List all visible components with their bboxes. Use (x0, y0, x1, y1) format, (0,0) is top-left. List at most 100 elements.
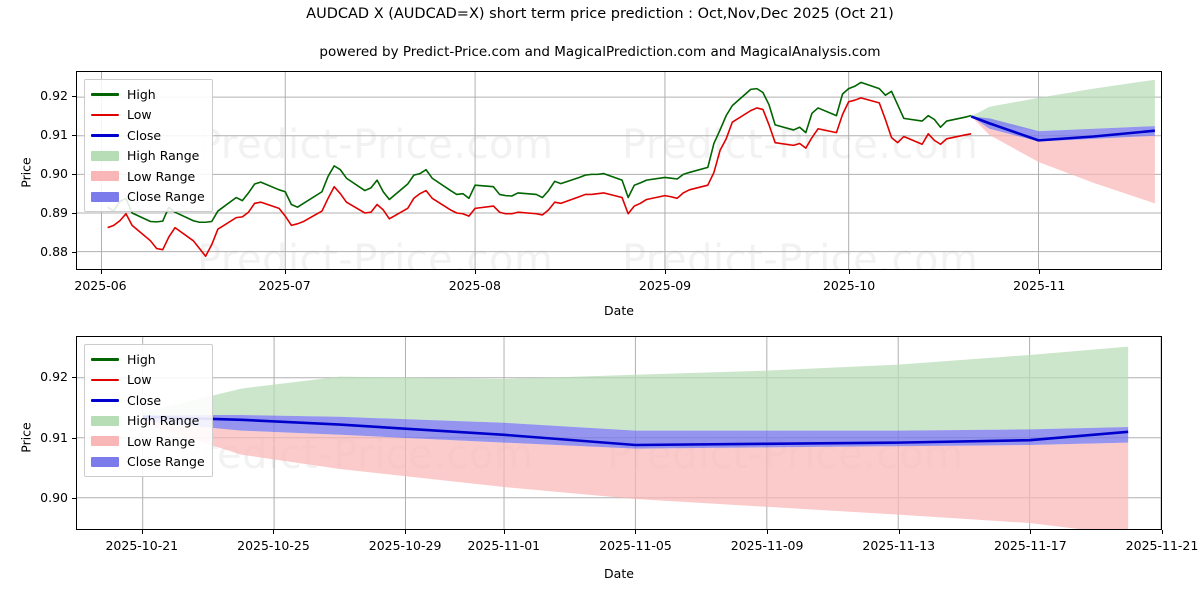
legend-item-low[interactable]: Low (90, 370, 205, 391)
x-axis-tick-label: 2025-11-17 (970, 538, 1090, 553)
low-line (108, 98, 972, 256)
legend-item-label: High Range (127, 413, 199, 428)
x-axis-tick-label: 2025-08 (415, 278, 535, 293)
legend-line-icon (90, 128, 120, 142)
y-axis-tick-mark (72, 135, 76, 136)
high-line (108, 82, 972, 222)
legend-swatch (91, 171, 119, 181)
legend-swatch (91, 358, 119, 360)
x-axis-tick-mark (899, 530, 900, 534)
y-axis-tick-mark (72, 96, 76, 97)
bottom-chart-plot-area: Predict-Price.com Predict-Price.com (76, 336, 1162, 530)
y-axis-tick-mark (72, 377, 76, 378)
x-axis-tick-mark (1039, 270, 1040, 274)
y-axis-tick-label: 0.88 (18, 244, 68, 259)
legend-item-label: Close Range (127, 454, 205, 469)
legend-patch-icon (90, 149, 120, 163)
y-axis-tick-label: 0.90 (18, 166, 68, 181)
x-axis-tick-mark (475, 270, 476, 274)
top-chart-plot-area: Predict-Price.com Predict-Price.com Pred… (76, 71, 1162, 270)
legend-patch-icon (90, 434, 120, 448)
x-axis-tick-mark (665, 270, 666, 274)
bottom-chart-xlabel: Date (76, 566, 1162, 581)
x-axis-tick-label: 2025-09 (605, 278, 725, 293)
legend-item-high-range[interactable]: High Range (90, 411, 205, 432)
y-axis-tick-mark (72, 438, 76, 439)
y-axis-tick-label: 0.92 (18, 369, 68, 384)
x-axis-tick-mark (1162, 530, 1163, 534)
y-axis-tick-label: 0.91 (18, 430, 68, 445)
legend-patch-icon (90, 190, 120, 204)
legend-item-low-range[interactable]: Low Range (90, 431, 205, 452)
x-axis-tick-mark (1030, 530, 1031, 534)
legend-swatch (91, 134, 119, 136)
legend-item-label: Low Range (127, 169, 195, 184)
y-axis-tick-mark (72, 498, 76, 499)
y-axis-tick-label: 0.92 (18, 88, 68, 103)
x-axis-tick-mark (504, 530, 505, 534)
top-chart-xlabel: Date (76, 303, 1162, 318)
legend-item-label: Close (127, 128, 161, 143)
y-axis-tick-label: 0.90 (18, 490, 68, 505)
legend-item-low-range[interactable]: Low Range (90, 166, 205, 187)
y-axis-tick-label: 0.89 (18, 205, 68, 220)
bottom-chart-svg (77, 337, 1161, 529)
legend-line-icon (90, 393, 120, 407)
legend-swatch (91, 416, 119, 426)
x-axis-tick-mark (767, 530, 768, 534)
legend-item-label: Close Range (127, 189, 205, 204)
legend-swatch (91, 457, 119, 467)
x-axis-tick-label: 2025-11-21 (1102, 538, 1200, 553)
page-title: AUDCAD X (AUDCAD=X) short term price pre… (0, 6, 1200, 22)
legend-item-label: Close (127, 393, 161, 408)
x-axis-tick-label: 2025-10 (789, 278, 909, 293)
legend-swatch (91, 379, 119, 381)
x-axis-tick-mark (405, 530, 406, 534)
legend-item-high-range[interactable]: High Range (90, 146, 205, 167)
top-chart-svg (77, 72, 1161, 269)
legend-line-icon (90, 352, 120, 366)
x-axis-tick-label: 2025-10-21 (82, 538, 202, 553)
page-subtitle: powered by Predict-Price.com and Magical… (0, 44, 1200, 60)
y-axis-tick-mark (72, 252, 76, 253)
x-axis-tick-label: 2025-11-01 (444, 538, 564, 553)
x-axis-tick-mark (849, 270, 850, 274)
x-axis-tick-label: 2025-11 (979, 278, 1099, 293)
x-axis-tick-label: 2025-06 (41, 278, 161, 293)
legend-item-close-range[interactable]: Close Range (90, 452, 205, 473)
legend-patch-icon (90, 414, 120, 428)
x-axis-tick-label: 2025-11-13 (839, 538, 959, 553)
legend-item-close-range[interactable]: Close Range (90, 187, 205, 208)
legend-item-label: High (127, 352, 156, 367)
bottom-chart-legend: High Low Close High Range Low Range Close Ran… (84, 344, 213, 477)
legend-item-label: Low Range (127, 434, 195, 449)
legend-patch-icon (90, 169, 120, 183)
legend-swatch (91, 436, 119, 446)
x-axis-tick-label: 2025-10-25 (213, 538, 333, 553)
legend-item-high[interactable]: High (90, 349, 205, 370)
legend-item-label: High Range (127, 148, 199, 163)
legend-swatch (91, 399, 119, 401)
legend-line-icon (90, 108, 120, 122)
legend-line-icon (90, 87, 120, 101)
legend-swatch (91, 151, 119, 161)
x-axis-tick-mark (101, 270, 102, 274)
chart-page: AUDCAD X (AUDCAD=X) short term price pre… (0, 0, 1200, 600)
legend-item-close[interactable]: Close (90, 125, 205, 146)
legend-swatch (91, 93, 119, 95)
top-chart-legend: High Low Close High Range Low Range Close Ran… (84, 79, 213, 212)
x-axis-tick-mark (273, 530, 274, 534)
legend-line-icon (90, 373, 120, 387)
x-axis-tick-mark (142, 530, 143, 534)
legend-item-low[interactable]: Low (90, 105, 205, 126)
legend-item-close[interactable]: Close (90, 390, 205, 411)
legend-item-label: High (127, 87, 156, 102)
x-axis-tick-mark (285, 270, 286, 274)
legend-item-label: Low (127, 372, 152, 387)
y-axis-tick-mark (72, 213, 76, 214)
legend-swatch (91, 192, 119, 202)
legend-item-high[interactable]: High (90, 84, 205, 105)
y-axis-tick-label: 0.91 (18, 127, 68, 142)
legend-swatch (91, 114, 119, 116)
x-axis-tick-label: 2025-07 (225, 278, 345, 293)
